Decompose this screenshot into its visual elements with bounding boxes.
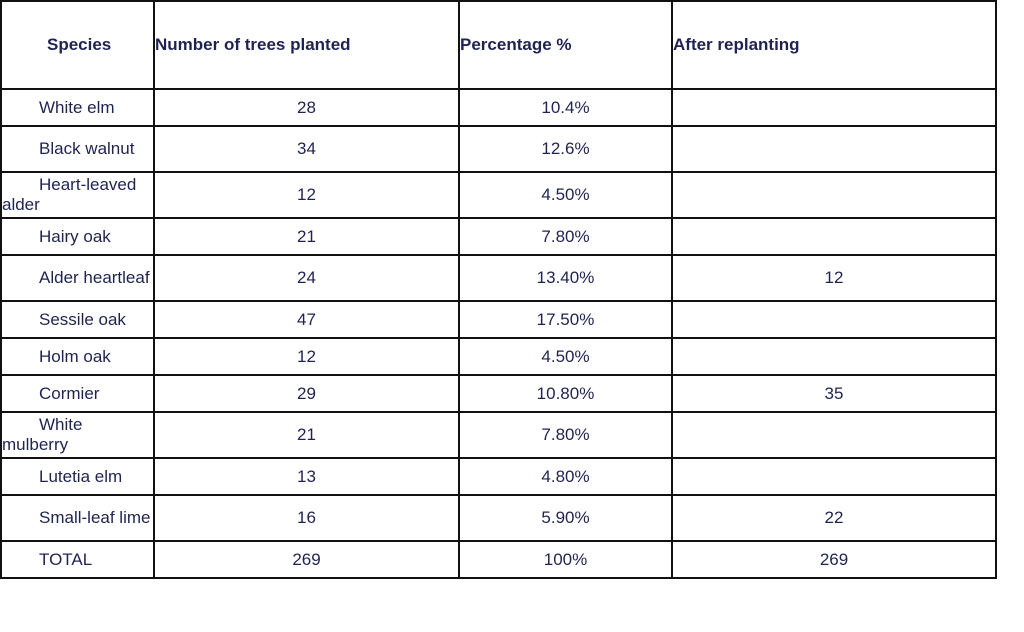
after-replanting-cell [671, 300, 997, 339]
after-replanting-cell [671, 411, 997, 459]
percentage-cell: 12.6% [458, 125, 673, 173]
species-cell: Small-leaf lime [0, 494, 155, 542]
percentage-cell: 10.80% [458, 374, 673, 413]
number-cell: 21 [153, 411, 460, 459]
species-cell: Hairy oak [0, 217, 155, 256]
total-number: 269 [153, 540, 460, 579]
table-row: Black walnut 34 12.6% [0, 125, 997, 173]
table-row: Alder heartleaf 24 13.40% 12 [0, 254, 997, 302]
tree-planting-table: Species Number of trees planted Percenta… [0, 0, 997, 579]
table-row: Heart-leaved alder 12 4.50% [0, 171, 997, 219]
number-cell: 34 [153, 125, 460, 173]
percentage-cell: 17.50% [458, 300, 673, 339]
number-cell: 28 [153, 88, 460, 127]
total-label: TOTAL [0, 540, 155, 579]
number-cell: 24 [153, 254, 460, 302]
after-replanting-cell [671, 171, 997, 219]
after-replanting-cell [671, 337, 997, 376]
number-cell: 13 [153, 457, 460, 496]
after-replanting-cell [671, 125, 997, 173]
after-replanting-cell [671, 457, 997, 496]
species-cell: Lutetia elm [0, 457, 155, 496]
percentage-cell: 7.80% [458, 411, 673, 459]
header-species: Species [0, 0, 155, 90]
species-cell: Black walnut [0, 125, 155, 173]
percentage-cell: 10.4% [458, 88, 673, 127]
after-replanting-cell: 12 [671, 254, 997, 302]
percentage-cell: 4.80% [458, 457, 673, 496]
header-percentage: Percentage % [458, 0, 673, 90]
after-replanting-cell: 22 [671, 494, 997, 542]
table-row: White mulberry 21 7.80% [0, 411, 997, 459]
species-cell: White elm [0, 88, 155, 127]
percentage-cell: 5.90% [458, 494, 673, 542]
percentage-cell: 7.80% [458, 217, 673, 256]
table-row: Hairy oak 21 7.80% [0, 217, 997, 256]
table-row: White elm 28 10.4% [0, 88, 997, 127]
table-row: Small-leaf lime 16 5.90% 22 [0, 494, 997, 542]
number-cell: 12 [153, 171, 460, 219]
species-cell: Alder heartleaf [0, 254, 155, 302]
percentage-cell: 13.40% [458, 254, 673, 302]
percentage-cell: 4.50% [458, 171, 673, 219]
number-cell: 16 [153, 494, 460, 542]
total-percentage: 100% [458, 540, 673, 579]
after-replanting-cell [671, 217, 997, 256]
species-cell: Holm oak [0, 337, 155, 376]
header-number-planted: Number of trees planted [153, 0, 460, 90]
number-cell: 47 [153, 300, 460, 339]
total-after-replanting: 269 [671, 540, 997, 579]
species-cell: White mulberry [0, 411, 155, 459]
number-cell: 12 [153, 337, 460, 376]
after-replanting-cell: 35 [671, 374, 997, 413]
header-row: Species Number of trees planted Percenta… [0, 0, 997, 90]
total-row: TOTAL 269 100% 269 [0, 540, 997, 579]
table-row: Cormier 29 10.80% 35 [0, 374, 997, 413]
table-row: Holm oak 12 4.50% [0, 337, 997, 376]
header-after-replanting: After replanting [671, 0, 997, 90]
species-cell: Cormier [0, 374, 155, 413]
species-cell: Sessile oak [0, 300, 155, 339]
species-cell: Heart-leaved alder [0, 171, 155, 219]
number-cell: 21 [153, 217, 460, 256]
percentage-cell: 4.50% [458, 337, 673, 376]
after-replanting-cell [671, 88, 997, 127]
table-row: Sessile oak 47 17.50% [0, 300, 997, 339]
number-cell: 29 [153, 374, 460, 413]
table-row: Lutetia elm 13 4.80% [0, 457, 997, 496]
